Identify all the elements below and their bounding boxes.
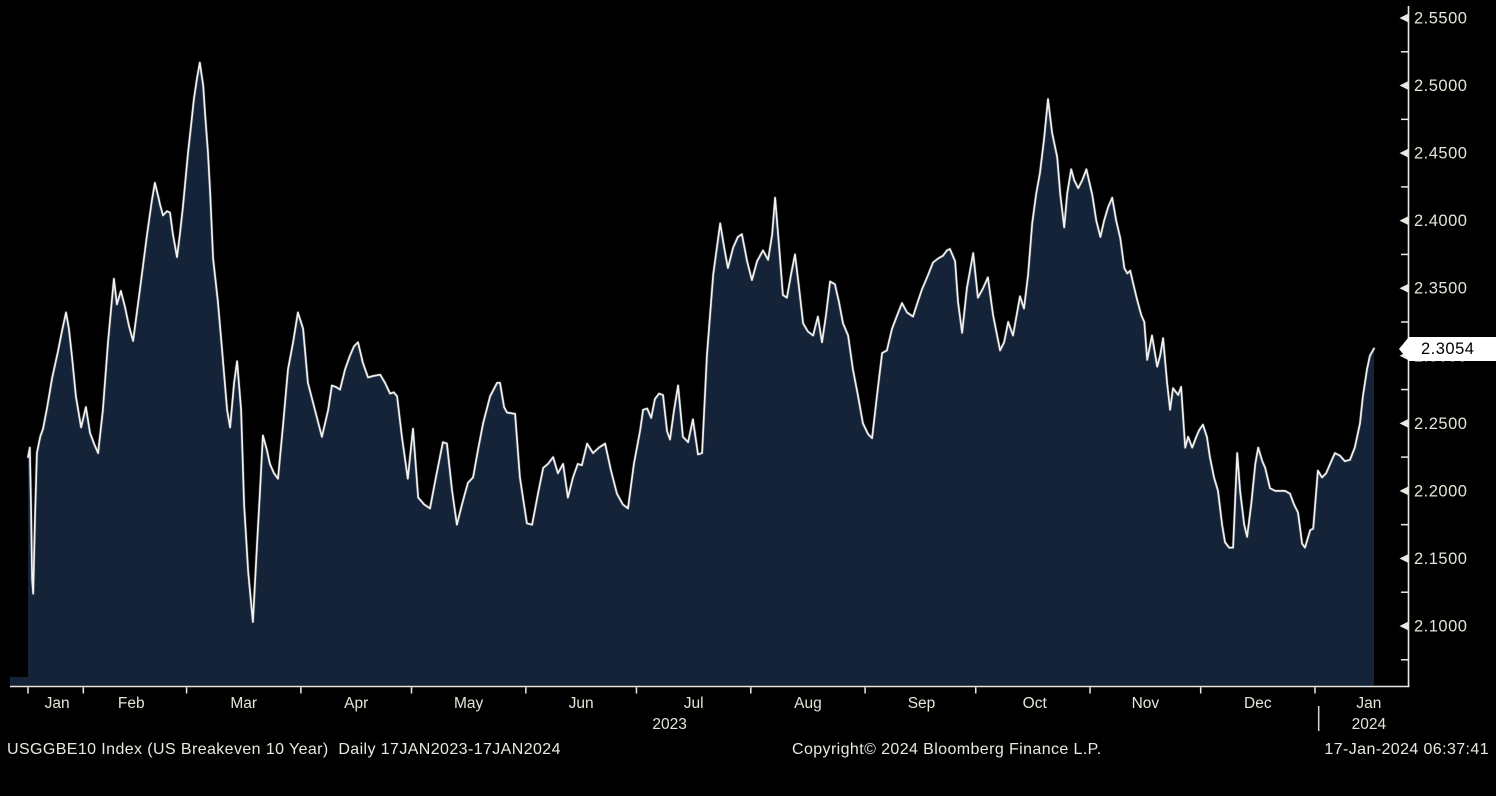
x-axis-month-label: Jun xyxy=(569,695,594,712)
x-axis-month-label: Aug xyxy=(794,695,822,712)
status-security-info: USGGBE10 Index (US Breakeven 10 Year) Da… xyxy=(7,741,561,758)
status-datetime: 17-Jan-2024 06:37:41 xyxy=(1324,741,1489,758)
last-price-value: 2.3054 xyxy=(1421,340,1475,358)
y-axis-tick-arrow xyxy=(1399,13,1409,23)
x-axis-month-label: May xyxy=(454,695,484,712)
y-axis-tick-arrow xyxy=(1399,553,1409,563)
x-axis-year-label: 2023 xyxy=(652,716,686,733)
x-axis-month-label: Jul xyxy=(684,695,704,712)
y-axis-tick-arrow xyxy=(1399,148,1409,158)
y-axis-tick-arrow xyxy=(1399,216,1409,226)
x-axis-month-label: Feb xyxy=(118,695,145,712)
area-fill xyxy=(28,62,1374,686)
x-axis-month-label: Jan xyxy=(1356,695,1381,712)
x-axis-month-label: Jan xyxy=(45,695,70,712)
y-axis-label: 2.2500 xyxy=(1414,415,1467,433)
y-axis-label: 2.4000 xyxy=(1414,212,1467,230)
x-axis-month-label: Nov xyxy=(1132,695,1160,712)
y-axis-label: 2.2000 xyxy=(1414,482,1467,500)
y-axis-tick-arrow xyxy=(1399,486,1409,496)
y-axis-label: 2.1500 xyxy=(1414,550,1467,568)
y-axis-label: 2.1000 xyxy=(1414,617,1467,635)
y-axis-tick-arrow xyxy=(1399,418,1409,428)
y-axis-label: 2.4500 xyxy=(1414,145,1467,163)
x-axis-month-label: Apr xyxy=(344,695,368,712)
x-axis-month-label: Oct xyxy=(1023,695,1048,712)
price-line xyxy=(27,61,1375,623)
y-axis-tick-arrow xyxy=(1399,81,1409,91)
x-axis-month-label: Sep xyxy=(908,695,936,712)
last-price-tag: 2.3054 xyxy=(1399,337,1496,361)
x-axis-month-label: Dec xyxy=(1244,695,1272,712)
y-axis-tick-arrow xyxy=(1399,621,1409,631)
price-tag-notch-icon xyxy=(1399,338,1408,360)
x-axis-month-label: Mar xyxy=(230,695,257,712)
y-axis-tick-arrow xyxy=(1399,283,1409,293)
x-axis-year-label: 2024 xyxy=(1352,716,1387,733)
status-copyright: Copyright© 2024 Bloomberg Finance L.P. xyxy=(792,741,1102,758)
y-axis-label: 2.5000 xyxy=(1414,77,1467,95)
y-axis-label: 2.3500 xyxy=(1414,280,1467,298)
status-bar: USGGBE10 Index (US Breakeven 10 Year) Da… xyxy=(0,739,1496,765)
y-axis-label: 2.5500 xyxy=(1414,10,1467,28)
